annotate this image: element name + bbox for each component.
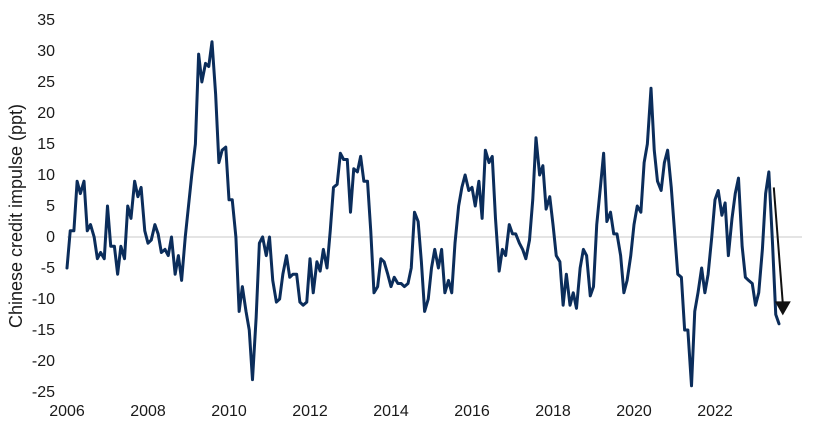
y-tick-label: 20 xyxy=(37,105,55,122)
y-tick-label: 0 xyxy=(46,229,55,246)
y-tick-label: 35 xyxy=(37,12,55,29)
y-tick-label: -10 xyxy=(32,291,55,308)
y-tick-label: 25 xyxy=(37,74,55,91)
y-tick-label: -5 xyxy=(41,260,55,277)
x-tick-label: 2022 xyxy=(697,403,733,420)
y-tick-label: -25 xyxy=(32,384,55,401)
y-tick-label: -20 xyxy=(32,353,55,370)
x-axis-tick-labels: 2006 2008 2010 2012 2014 2016 2018 2020 2022 xyxy=(49,403,733,420)
y-tick-label: 30 xyxy=(37,43,55,60)
y-tick-label: 15 xyxy=(37,136,55,153)
x-tick-label: 2016 xyxy=(454,403,490,420)
y-axis-tick-labels: 35 30 25 20 15 10 5 0 -5 -10 -15 -20 -25 xyxy=(32,12,55,401)
downward-arrow-annotation xyxy=(772,187,791,316)
x-tick-label: 2018 xyxy=(535,403,571,420)
x-tick-label: 2020 xyxy=(616,403,652,420)
y-tick-label: 10 xyxy=(37,167,55,184)
arrow-head xyxy=(774,301,791,316)
y-tick-label: 5 xyxy=(46,198,55,215)
arrow-shaft xyxy=(772,187,784,304)
credit-impulse-series-line xyxy=(65,40,781,388)
y-axis-title: Chinese credit impulse (ppt) xyxy=(6,104,26,328)
x-tick-label: 2014 xyxy=(373,403,409,420)
x-tick-label: 2012 xyxy=(292,403,328,420)
y-tick-label: -15 xyxy=(32,322,55,339)
x-tick-label: 2006 xyxy=(49,403,85,420)
x-tick-label: 2008 xyxy=(130,403,166,420)
x-tick-label: 2010 xyxy=(211,403,247,420)
